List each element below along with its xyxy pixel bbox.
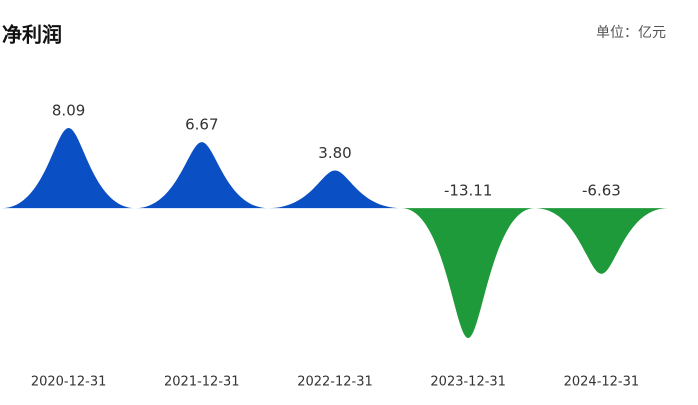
value-label: 8.09	[52, 102, 85, 120]
bar	[135, 142, 269, 209]
chart-title: 净利润	[2, 23, 62, 47]
value-label: 3.80	[318, 144, 351, 162]
bar	[2, 128, 136, 209]
x-tick-label: 2020-12-31	[31, 375, 107, 390]
x-tick-label: 2022-12-31	[297, 375, 373, 390]
unit-label: 单位：亿元	[596, 25, 666, 41]
x-tick-label: 2023-12-31	[430, 375, 506, 390]
x-tick-label: 2021-12-31	[164, 375, 240, 390]
bar	[401, 208, 535, 338]
value-label: -6.63	[582, 182, 621, 200]
bar	[268, 170, 402, 209]
x-tick-label: 2024-12-31	[564, 375, 640, 390]
bar	[534, 208, 668, 274]
value-label: -13.11	[444, 182, 492, 200]
value-label: 6.67	[185, 116, 218, 134]
